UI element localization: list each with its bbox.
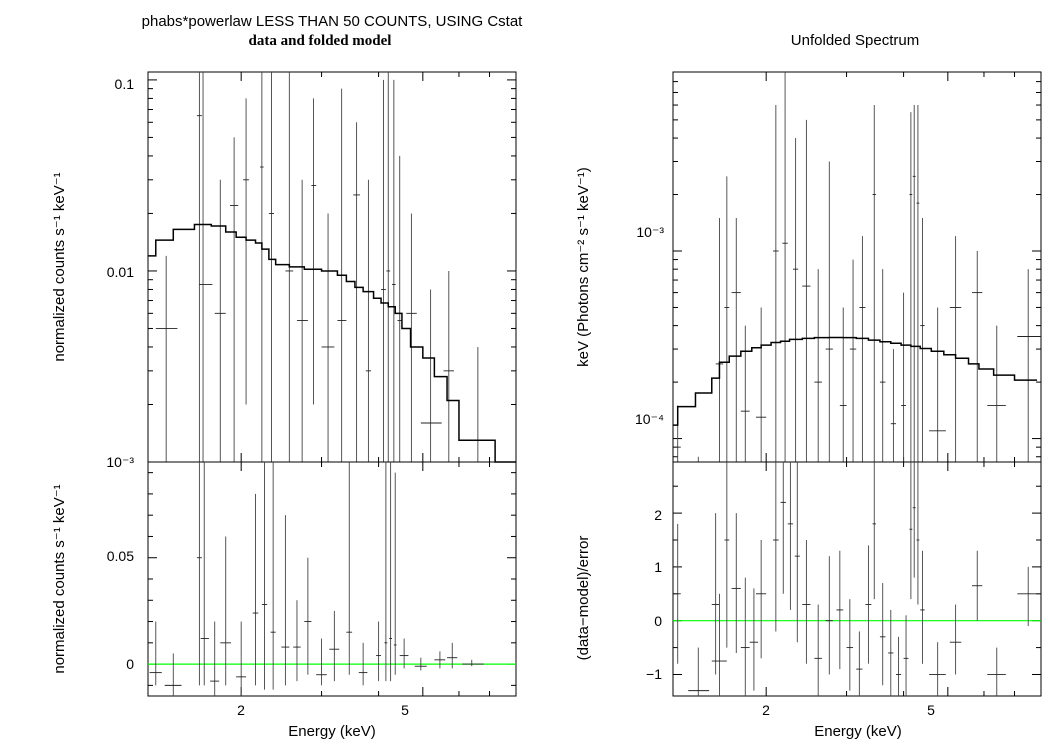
left-title: phabs*powerlaw LESS THAN 50 COUNTS, USIN… xyxy=(142,13,524,30)
right-bottom-panel: 2 1 0 −1 2 5 Energy (keV) (data−model)/e… xyxy=(575,461,1042,740)
tick-label-y-0.1: 0.1 xyxy=(115,76,135,92)
left-bottom-panel: 0.05 0 2 5 Energy (keV) normalized count… xyxy=(51,461,517,740)
right-bottom-ylabel: (data−model)/error xyxy=(575,536,592,661)
tick-label-y-1: 1 xyxy=(654,559,662,575)
right-top-ylabel: keV (Photons cm⁻² s⁻¹ keV⁻¹) xyxy=(575,167,592,367)
tick-label-y-1e-3: 10⁻³ xyxy=(106,454,134,470)
tick-label-y-0: 0 xyxy=(126,656,134,672)
tick-label-y-minus1: −1 xyxy=(646,666,662,682)
right-top-panel: 10⁻³ 10⁻⁴ keV (Photons cm⁻² s⁻¹ keV⁻¹) xyxy=(575,71,1042,463)
left-subtitle: data and folded model xyxy=(249,33,392,49)
tick-label-y-1e-3-right: 10⁻³ xyxy=(636,224,664,240)
tick-label-x-2: 2 xyxy=(237,702,245,718)
tick-label-y-1e-4: 10⁻⁴ xyxy=(635,411,664,427)
right-bottom-frame xyxy=(672,461,1042,697)
tick-label-y-0.05: 0.05 xyxy=(107,548,134,564)
left-bottom-marks xyxy=(148,462,517,696)
right-top-frame xyxy=(672,71,1042,463)
left-bottom-ylabel: normalized counts s⁻¹ keV⁻¹ xyxy=(51,484,68,673)
left-top-panel: 0.1 0.01 10⁻³ normalized counts s⁻¹ keV⁻… xyxy=(51,71,517,470)
tick-label-y-0.01: 0.01 xyxy=(107,264,134,280)
model-step-line xyxy=(148,223,516,463)
tick-label-x-5: 5 xyxy=(401,702,409,718)
right-title: Unfolded Spectrum xyxy=(791,32,919,49)
right-bottom-marks xyxy=(673,462,1042,696)
left-bottom-frame xyxy=(147,461,517,697)
model-step-line xyxy=(673,336,1037,426)
left-top-marks xyxy=(148,72,517,463)
tick-label-y-2: 2 xyxy=(654,507,662,523)
right-xlabel: Energy (keV) xyxy=(814,723,902,740)
tick-label-y-0-right: 0 xyxy=(654,613,662,629)
tick-label-x-2-right: 2 xyxy=(762,702,770,718)
left-top-ylabel: normalized counts s⁻¹ keV⁻¹ xyxy=(51,172,68,361)
left-xlabel: Energy (keV) xyxy=(288,723,376,740)
right-top-marks xyxy=(673,72,1042,463)
tick-label-x-5-right: 5 xyxy=(927,702,935,718)
